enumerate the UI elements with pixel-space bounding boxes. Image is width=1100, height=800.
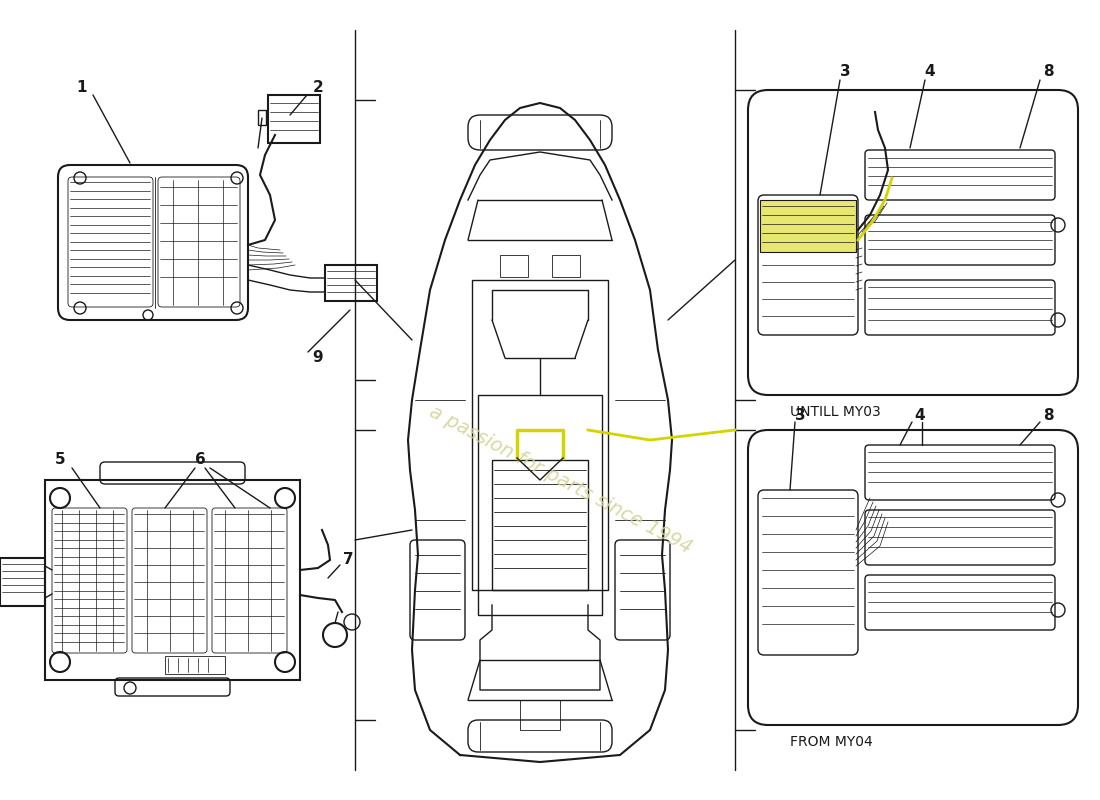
Text: 6: 6 xyxy=(195,453,206,467)
Text: 4: 4 xyxy=(915,407,925,422)
Text: 1: 1 xyxy=(77,81,87,95)
Bar xyxy=(165,656,226,674)
Bar xyxy=(492,460,588,590)
Text: 2: 2 xyxy=(312,81,323,95)
Text: 5: 5 xyxy=(55,453,65,467)
Bar xyxy=(268,95,320,143)
Bar xyxy=(520,700,560,730)
Text: 8: 8 xyxy=(1043,407,1054,422)
Bar xyxy=(478,395,602,615)
Text: 9: 9 xyxy=(312,350,323,366)
Bar xyxy=(472,280,608,590)
Bar xyxy=(500,255,528,277)
Text: 4: 4 xyxy=(925,65,935,79)
Text: 3: 3 xyxy=(839,65,850,79)
Text: 3: 3 xyxy=(794,407,805,422)
Text: UNTILL MY03: UNTILL MY03 xyxy=(790,405,881,419)
Bar xyxy=(760,200,856,252)
Bar xyxy=(0,558,45,606)
Bar xyxy=(324,265,377,301)
Bar xyxy=(552,255,580,277)
Text: 7: 7 xyxy=(343,553,353,567)
Bar xyxy=(258,110,266,125)
Text: 8: 8 xyxy=(1043,65,1054,79)
Text: FROM MY04: FROM MY04 xyxy=(790,735,872,749)
Bar xyxy=(45,480,300,680)
Text: a passion for parts since 1994: a passion for parts since 1994 xyxy=(426,402,694,558)
